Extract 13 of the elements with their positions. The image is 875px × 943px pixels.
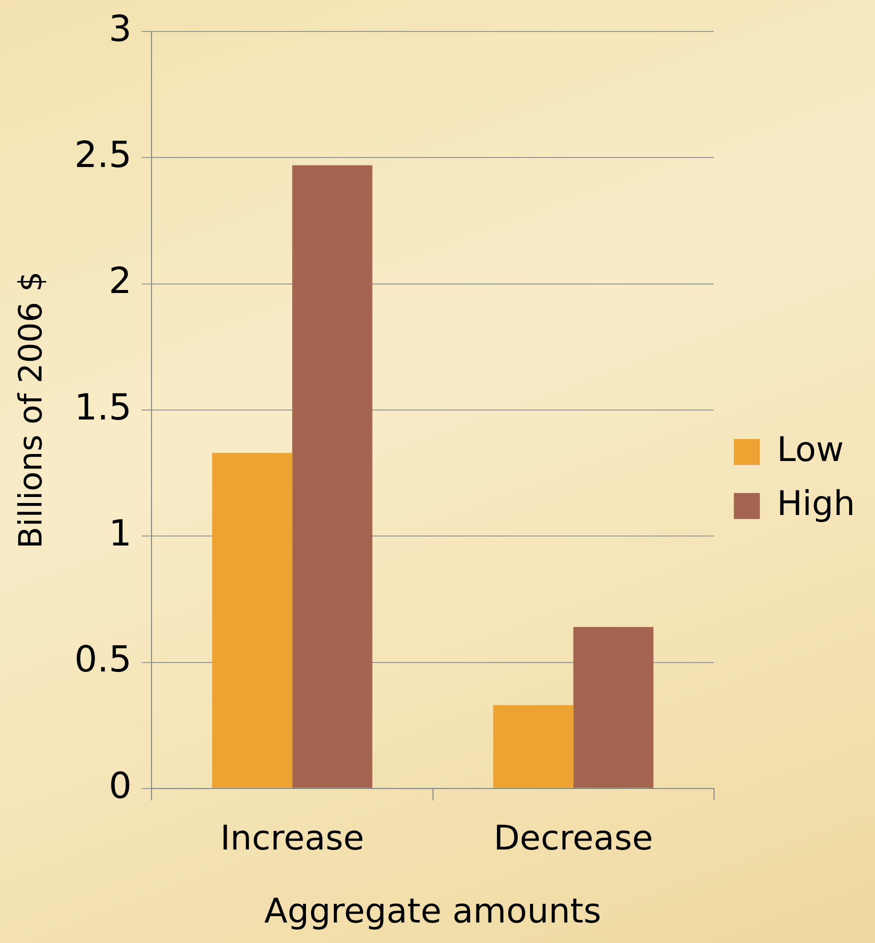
y-tick-label: 3 — [108, 8, 132, 50]
y-tick-label: 2.5 — [74, 135, 132, 176]
y-tick-label: 1.5 — [74, 387, 132, 428]
x-tick-label: Decrease — [494, 818, 654, 859]
legend-label: Low — [776, 430, 844, 470]
y-tick-label: 2 — [108, 261, 132, 302]
legend-label: High — [776, 484, 856, 524]
y-tick-label: 0.5 — [74, 640, 132, 681]
y-axis-title: Billions of 2006 $ — [12, 271, 50, 549]
x-axis-title: Aggregate amounts — [264, 891, 602, 932]
y-tick-label: 1 — [108, 513, 132, 554]
y-tick-label: 0 — [108, 766, 132, 807]
x-tick-label: Increase — [220, 818, 364, 859]
